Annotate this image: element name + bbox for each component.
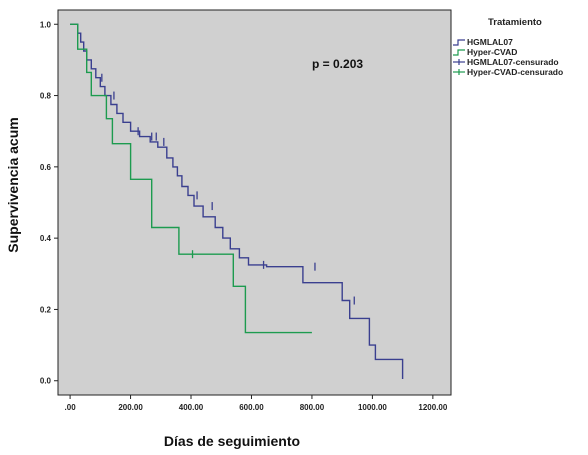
y-tick-label: 0.4 xyxy=(40,234,52,243)
y-tick-label: 0.8 xyxy=(40,92,52,101)
p-value-annotation: p = 0.203 xyxy=(312,57,363,71)
legend-label: Hyper-CVAD-censurado xyxy=(467,67,563,77)
legend-swatch xyxy=(453,49,465,56)
y-tick-label: 1.0 xyxy=(40,20,52,29)
y-tick-label: 0.6 xyxy=(40,163,52,172)
x-tick-label: 400.00 xyxy=(179,403,204,412)
y-axis-ticks: 0.0 0.2 0.4 0.6 0.8 1.0 xyxy=(40,20,58,386)
legend-title: Tratamiento xyxy=(488,17,542,28)
y-axis-title: Supervivencia acum xyxy=(5,117,21,252)
series-layer xyxy=(70,23,404,379)
legend-entry: HGMLAL07-censurado xyxy=(453,57,559,67)
x-axis-title: Días de seguimiento xyxy=(164,433,300,449)
legend: Tratamiento HGMLAL07Hyper-CVADHGMLAL07-c… xyxy=(453,17,563,77)
legend-entry: Hyper-CVAD xyxy=(453,47,517,57)
legend-label: HGMLAL07 xyxy=(467,37,513,47)
legend-entry: HGMLAL07 xyxy=(453,37,513,47)
x-tick-label: 1000.00 xyxy=(358,403,387,412)
x-tick-label: .00 xyxy=(65,403,77,412)
survival-line-hgmlal07 xyxy=(70,23,404,379)
legend-label: Hyper-CVAD xyxy=(467,47,517,57)
legend-swatch xyxy=(453,39,465,46)
plot-area xyxy=(57,9,452,396)
legend-entry: Hyper-CVAD-censurado xyxy=(453,67,563,77)
y-tick-label: 0.0 xyxy=(40,377,52,386)
legend-label: HGMLAL07-censurado xyxy=(467,57,559,67)
survival-line-hyper-cvad xyxy=(70,23,312,334)
x-tick-label: 600.00 xyxy=(239,403,264,412)
x-tick-label: 200.00 xyxy=(118,403,143,412)
x-tick-label: 1200.00 xyxy=(418,403,447,412)
x-tick-label: 800.00 xyxy=(300,403,325,412)
x-axis-ticks: .00 200.00 400.00 600.00 800.00 1000.00 1200.0… xyxy=(65,395,448,412)
y-tick-label: 0.2 xyxy=(40,305,52,314)
